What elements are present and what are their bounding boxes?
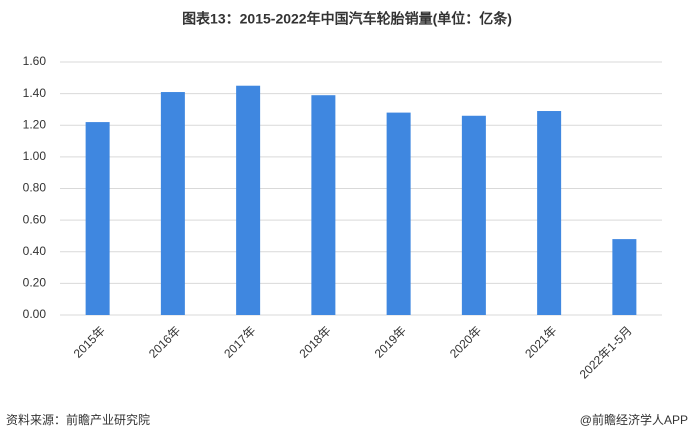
y-tick-label: 0.20 [23,276,47,290]
x-tick-label: 2018年 [296,323,333,360]
bar [311,95,336,315]
bar [612,239,637,315]
credit-note: @前瞻经济学人APP [580,412,688,427]
x-tick-label: 2020年 [447,323,484,360]
y-tick-label: 1.40 [23,86,47,100]
x-tick-label: 2017年 [221,323,258,360]
x-tick-label: 2019年 [372,323,409,360]
y-tick-label: 1.00 [23,149,47,163]
chart-title: 图表13：2015-2022年中国汽车轮胎销量(单位：亿条) [182,11,512,27]
source-note: 资料来源：前瞻产业研究院 [6,412,150,427]
x-tick-label: 2022年1-5月 [577,323,635,381]
y-tick-label: 0.40 [23,244,47,258]
bar [85,122,110,316]
y-tick-label: 1.20 [23,117,47,131]
x-tick-label: 2021年 [522,323,559,360]
y-tick-label: 0.80 [23,181,47,195]
y-tick-label: 1.60 [23,54,47,68]
x-tick-label: 2015年 [71,323,108,360]
bar [461,115,486,315]
bar [537,111,562,315]
bar [386,112,411,315]
bar [160,92,185,315]
y-tick-label: 0.00 [23,307,47,321]
bar [236,85,261,315]
y-tick-label: 0.60 [23,212,47,226]
x-tick-label: 2016年 [146,323,183,360]
